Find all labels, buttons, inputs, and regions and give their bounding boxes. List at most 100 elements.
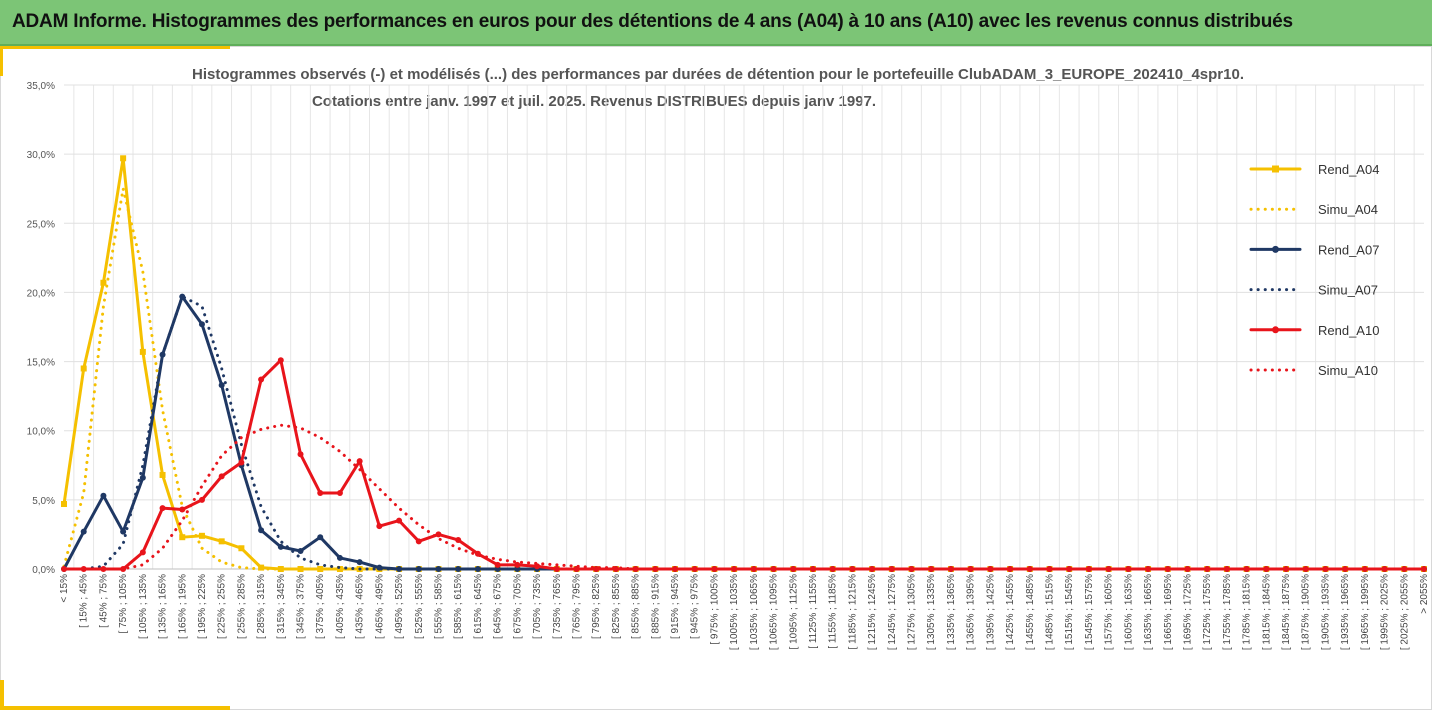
data-point bbox=[317, 566, 324, 572]
x-tick-label: [ 1215% ; 1245% bbox=[867, 574, 878, 650]
x-tick-label: [ 375% ; 405% bbox=[315, 574, 326, 639]
x-tick-label: [ 105% ; 135% bbox=[138, 574, 149, 639]
x-tick-label: [ 465% ; 495% bbox=[374, 574, 385, 639]
data-point bbox=[415, 538, 422, 545]
data-point bbox=[80, 365, 87, 372]
x-tick-label: [ 735% ; 765% bbox=[552, 574, 563, 639]
x-tick-label: [ 1425% ; 1455% bbox=[1005, 574, 1016, 650]
x-tick-label: [ 1575% ; 1605% bbox=[1104, 574, 1115, 650]
x-tick-label: [ 255% ; 285% bbox=[236, 574, 247, 639]
x-tick-label: [ 1365% ; 1395% bbox=[966, 574, 977, 650]
data-point bbox=[179, 534, 186, 541]
y-axis-labels: 0,0% 5,0% 10,0% 15,0% 20,0% 25,0% 30,0% 35,0% bbox=[27, 81, 55, 576]
data-point bbox=[1283, 566, 1290, 572]
data-point bbox=[80, 528, 87, 535]
legend-item: Simu_A10 bbox=[1249, 363, 1378, 378]
x-tick-label: [ 675% ; 705% bbox=[512, 574, 523, 639]
page-title: ADAM Informe. Histogrammes des performan… bbox=[12, 11, 1293, 32]
chart-legend: Rend_A04 Simu_A04 Rend_A07 Simu_A07 Rend_A10… bbox=[1249, 162, 1379, 378]
x-tick-label: [ 705% ; 735% bbox=[532, 574, 543, 639]
x-tick-label: [ 1065% ; 1095% bbox=[769, 574, 780, 650]
legend-label: Rend_A07 bbox=[1318, 242, 1379, 257]
x-tick-label: [ 1605% ; 1635% bbox=[1123, 574, 1134, 650]
data-point bbox=[1145, 566, 1152, 572]
x-tick-label: [ 315% ; 345% bbox=[276, 574, 287, 639]
chart-series bbox=[61, 155, 1427, 572]
data-point bbox=[928, 566, 935, 572]
data-point bbox=[120, 528, 127, 535]
data-point bbox=[120, 155, 127, 162]
x-tick-label: [ 1335% ; 1365% bbox=[946, 574, 957, 650]
x-tick-label: [ 1005% ; 1035% bbox=[729, 574, 740, 650]
data-point bbox=[100, 279, 107, 286]
x-tick-label: [ 795% ; 825% bbox=[591, 574, 602, 639]
x-tick-label: [ 1155% ; 1185% bbox=[828, 574, 839, 649]
x-tick-label: [ 75% ; 105% bbox=[118, 574, 129, 634]
series-rend-a10 bbox=[61, 357, 1427, 572]
data-point bbox=[238, 459, 245, 466]
y-tick-label: 20,0% bbox=[27, 288, 55, 299]
x-tick-label: [ 135% ; 165% bbox=[158, 574, 169, 639]
data-point bbox=[356, 458, 363, 465]
x-tick-label: [ 1275% ; 1305% bbox=[907, 574, 918, 650]
data-point bbox=[120, 566, 127, 572]
y-tick-label: 5,0% bbox=[32, 496, 55, 507]
x-tick-label: [ 525% ; 555% bbox=[414, 574, 425, 639]
data-point bbox=[336, 489, 343, 496]
y-tick-label: 30,0% bbox=[27, 150, 55, 161]
x-tick-label: [ 1725% ; 1755% bbox=[1202, 574, 1213, 650]
x-tick-label: [ 885% ; 915% bbox=[650, 574, 661, 639]
data-point bbox=[869, 566, 876, 572]
data-point bbox=[139, 549, 146, 556]
x-tick-label: [ 1905% ; 1935% bbox=[1320, 574, 1331, 650]
data-point bbox=[415, 566, 422, 572]
frame-accent-bottom bbox=[0, 706, 230, 710]
data-point bbox=[218, 538, 225, 545]
x-tick-label: [ 1305% ; 1335% bbox=[926, 574, 937, 650]
data-point bbox=[474, 566, 481, 572]
data-point bbox=[297, 566, 304, 572]
data-point bbox=[1125, 566, 1132, 572]
x-tick-label: [ 1995% ; 2025% bbox=[1380, 574, 1391, 650]
legend-item: Rend_A07 bbox=[1249, 242, 1379, 257]
data-point bbox=[1322, 566, 1329, 572]
data-point bbox=[1223, 566, 1230, 572]
data-point bbox=[159, 471, 166, 478]
legend-label: Rend_A10 bbox=[1318, 323, 1379, 338]
data-point bbox=[258, 376, 265, 383]
frame-accent-top bbox=[0, 46, 230, 49]
legend-label: Simu_A10 bbox=[1318, 363, 1378, 378]
x-tick-label: [ 615% ; 645% bbox=[473, 574, 484, 639]
data-point bbox=[593, 566, 600, 572]
data-point bbox=[100, 566, 107, 572]
x-tick-label: [ 2025% ; 2055% bbox=[1399, 574, 1410, 650]
data-point bbox=[277, 543, 284, 550]
x-tick-label: [ 945% ; 975% bbox=[690, 574, 701, 639]
data-point bbox=[80, 566, 87, 572]
x-tick-label: < 15% bbox=[59, 574, 70, 603]
data-point bbox=[159, 505, 166, 512]
legend-label: Simu_A07 bbox=[1318, 283, 1378, 298]
x-tick-label: [ 285% ; 315% bbox=[256, 574, 267, 639]
data-point bbox=[750, 566, 757, 572]
data-point bbox=[317, 489, 324, 496]
x-tick-label: [ 1695% ; 1725% bbox=[1182, 574, 1193, 650]
legend-label: Simu_A04 bbox=[1318, 202, 1378, 217]
x-tick-label: [ 435% ; 465% bbox=[355, 574, 366, 639]
x-tick-label: [ 1245% ; 1275% bbox=[887, 574, 898, 650]
y-tick-label: 15,0% bbox=[27, 358, 55, 369]
x-tick-label: [ 15% ; 45% bbox=[79, 574, 90, 628]
x-tick-label: [ 1815% ; 1845% bbox=[1261, 574, 1272, 650]
chart-subtitle: Cotations entre janv. 1997 et juil. 2025… bbox=[312, 93, 876, 110]
data-point bbox=[1046, 566, 1053, 572]
x-tick-label: [ 1185% ; 1215% bbox=[847, 574, 858, 650]
data-point bbox=[494, 561, 501, 568]
data-point bbox=[770, 566, 777, 572]
data-point bbox=[435, 531, 442, 538]
data-point bbox=[947, 566, 954, 572]
data-point bbox=[139, 474, 146, 481]
data-point bbox=[849, 566, 856, 572]
x-tick-label: [ 1935% ; 1965% bbox=[1340, 574, 1351, 650]
x-tick-label: [ 1665% ; 1695% bbox=[1163, 574, 1174, 650]
